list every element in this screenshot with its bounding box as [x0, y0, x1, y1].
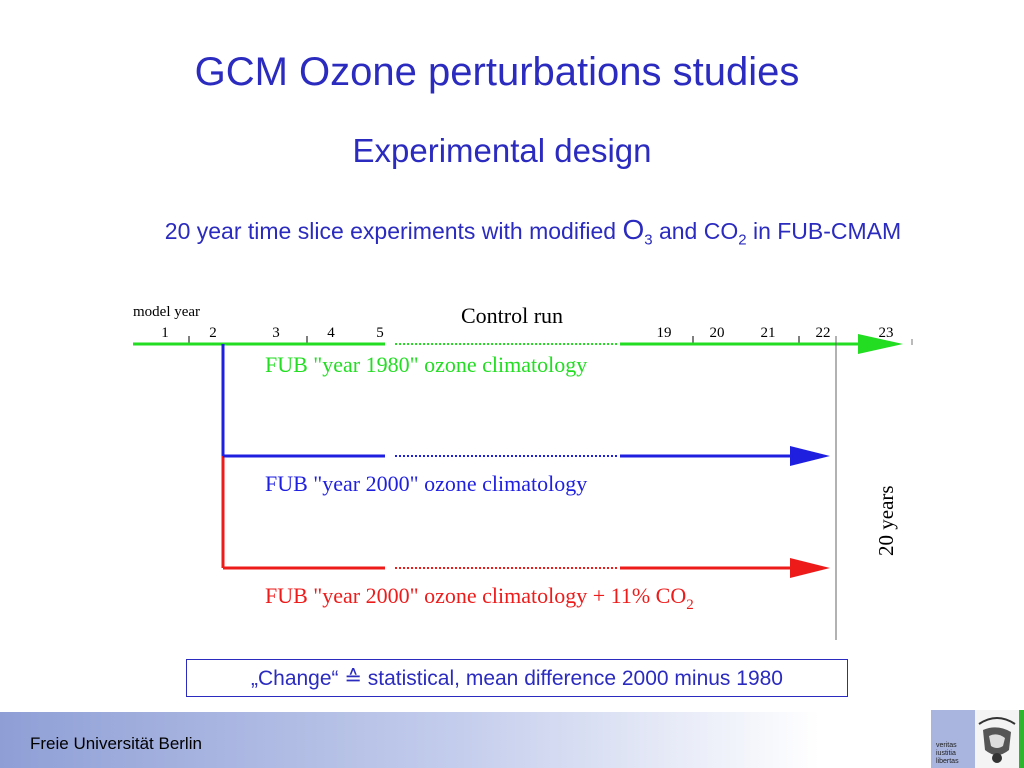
university-name: Freie Universität Berlin [30, 734, 202, 753]
year-label: 5 [376, 325, 384, 341]
experiment-diagram: model year Control run 1 2 3 4 5 19 20 21 22 23 2… [133, 303, 913, 640]
control-run-label: Control run [461, 303, 563, 328]
year-label: 1 [161, 325, 169, 341]
ozone2000-arrowhead [790, 446, 830, 466]
logo-panel [931, 710, 975, 768]
intro-text-b: and CO [652, 218, 739, 244]
intro-text-c: in FUB-CMAM [746, 218, 902, 244]
accent-bar [1019, 710, 1024, 768]
year-labels: 1 2 3 4 5 19 20 21 22 23 [161, 325, 894, 344]
year-label: 19 [657, 325, 672, 341]
year-label: 23 [879, 325, 894, 341]
run-label-control: FUB "year 1980" ozone climatology [265, 352, 587, 377]
year-label: 20 [710, 325, 725, 341]
university-seal-icon [975, 710, 1019, 768]
university-motto: veritas iustitia libertas [936, 742, 959, 766]
intro-text-a: 20 year time slice experiments with modi… [164, 218, 623, 244]
year-label: 22 [816, 325, 831, 341]
slide-title: GCM Ozone perturbations studies [194, 50, 800, 94]
footer-bar: Freie Universität Berlin [0, 712, 1024, 768]
intro-line: 20 year time slice experiments with modi… [0, 214, 1024, 249]
motto-line: veritas [936, 742, 957, 749]
axis-label: model year [133, 304, 200, 320]
ozone-symbol: O [622, 214, 645, 245]
run-label-ozone2000co2-text: FUB "year 2000" ozone climatology + 11% … [265, 583, 686, 608]
duration-label: 20 years [874, 485, 898, 556]
control-run-arrowhead [858, 334, 903, 354]
motto-line: iustitia [936, 750, 956, 757]
ozone-subscript: 3 [644, 231, 653, 249]
year-label: 4 [327, 325, 335, 341]
run-label-ozone2000co2: FUB "year 2000" ozone climatology + 11% … [265, 583, 694, 613]
year-label: 3 [272, 325, 280, 341]
slide-subtitle: Experimental design [352, 132, 652, 169]
motto-line: libertas [936, 758, 959, 765]
year-label: 21 [761, 325, 776, 341]
year-label: 2 [209, 325, 217, 341]
run-label-co2-subscript: 2 [686, 597, 694, 613]
run-label-ozone2000: FUB "year 2000" ozone climatology [265, 471, 587, 496]
ozone2000co2-arrowhead [790, 558, 830, 578]
co2-subscript: 2 [738, 231, 747, 249]
change-definition-note: „Change“ ≙ statistical, mean difference … [186, 659, 848, 697]
